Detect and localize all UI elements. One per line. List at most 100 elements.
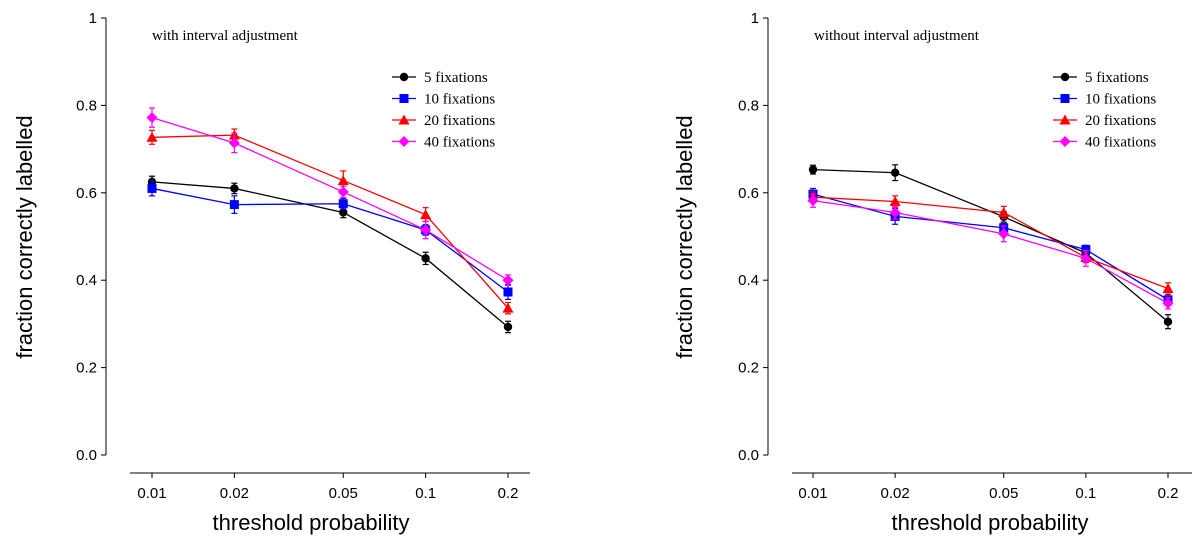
series-line xyxy=(812,168,1169,323)
legend-entry-20-fixations: 20 fixations xyxy=(1053,113,1156,129)
legend-entry-40-fixations: 40 fixations xyxy=(1053,135,1156,151)
y-axis-label: fraction correctly labelled xyxy=(672,115,697,358)
legend-entry-10-fixations: 10 fixations xyxy=(392,92,495,108)
data-point xyxy=(890,168,900,177)
series-10-fixations xyxy=(147,180,513,301)
data-point xyxy=(1162,283,1174,294)
x-axis-label: threshold probability xyxy=(213,510,410,535)
y-tick-label: 0.0 xyxy=(76,447,97,464)
panel-annotation: with interval adjustment xyxy=(152,28,299,44)
series-40-fixations xyxy=(146,107,514,287)
x-axis-label: threshold probability xyxy=(892,510,1089,535)
panel-without-interval-adjustment: without interval adjustment threshold pr… xyxy=(672,10,1192,535)
data-point xyxy=(889,206,901,218)
data-point xyxy=(808,165,818,174)
x-tick-label: 0.02 xyxy=(220,485,249,502)
data-point xyxy=(1163,317,1173,326)
legend-entry-20-fixations: 20 fixations xyxy=(392,113,495,129)
legend: 5 fixations 10 fixations 20 fixations 40 fi… xyxy=(392,70,495,151)
y-tick-label: 0.4 xyxy=(738,272,759,289)
legend-entry-10-fixations: 10 fixations xyxy=(1053,92,1156,108)
data-point xyxy=(502,274,514,286)
series-10-fixations xyxy=(808,187,1173,306)
x-ticks: 0.01 0.02 0.05 0.1 0.2 xyxy=(137,473,518,502)
x-tick-label: 0.02 xyxy=(881,485,910,502)
y-tick-label: 0.4 xyxy=(76,272,97,289)
x-tick-label: 0.05 xyxy=(329,485,358,502)
x-ticks: 0.01 0.02 0.05 0.1 0.2 xyxy=(798,473,1178,502)
data-point xyxy=(998,206,1010,217)
legend-entry-5-fixations: 5 fixations xyxy=(392,70,488,86)
legend-entry-40-fixations: 40 fixations xyxy=(392,135,495,151)
y-tick-label: 0.8 xyxy=(76,97,97,114)
y-tick-label: 0.2 xyxy=(76,360,97,377)
data-point xyxy=(503,322,513,332)
y-tick-label: 1 xyxy=(89,10,97,27)
y-tick-label: 1 xyxy=(751,10,759,27)
legend-marker xyxy=(399,94,409,103)
legend-marker xyxy=(398,136,410,147)
panel-with-interval-adjustment: with interval adjustment threshold proba… xyxy=(12,10,530,535)
y-tick-label: 0.2 xyxy=(738,360,759,377)
data-point xyxy=(421,254,430,263)
legend-entry-5-fixations: 5 fixations xyxy=(1053,70,1149,86)
x-tick-label: 0.2 xyxy=(1158,485,1179,502)
data-point xyxy=(807,195,819,207)
data-point xyxy=(420,224,432,236)
legend-label: 10 fixations xyxy=(1085,92,1156,108)
data-point xyxy=(339,208,348,217)
x-tick-label: 0.1 xyxy=(415,485,436,502)
legend-marker xyxy=(1060,94,1070,103)
y-axis-label: fraction correctly labelled xyxy=(12,115,37,358)
legend-label: 20 fixations xyxy=(1085,113,1156,129)
x-tick-label: 0.01 xyxy=(137,485,166,502)
y-tick-label: 0.8 xyxy=(738,97,759,114)
data-point xyxy=(998,228,1010,240)
data-point xyxy=(147,183,157,193)
legend-label: 5 fixations xyxy=(424,70,488,86)
series-40-fixations xyxy=(807,193,1174,310)
legend-marker xyxy=(1059,114,1071,125)
series-5-fixations xyxy=(808,164,1173,330)
series-line xyxy=(151,187,509,293)
y-ticks: 0.0 0.2 0.4 0.6 0.8 1 xyxy=(738,10,768,464)
y-ticks: 0.0 0.2 0.4 0.6 0.8 1 xyxy=(76,10,106,464)
data-point xyxy=(230,184,239,193)
y-tick-label: 0.6 xyxy=(76,185,97,202)
data-point xyxy=(420,209,432,220)
legend-marker xyxy=(1059,136,1071,147)
x-tick-label: 0.1 xyxy=(1075,485,1096,502)
legend-label: 5 fixations xyxy=(1085,70,1149,86)
data-point xyxy=(1080,252,1092,264)
x-tick-label: 0.05 xyxy=(989,485,1018,502)
x-tick-label: 0.2 xyxy=(498,485,519,502)
data-point xyxy=(338,199,348,209)
data-point xyxy=(146,112,158,124)
legend: 5 fixations 10 fixations 20 fixations 40 fi… xyxy=(1053,70,1156,151)
x-tick-label: 0.01 xyxy=(798,485,827,502)
series-line xyxy=(812,193,1169,301)
legend-label: 20 fixations xyxy=(424,113,495,129)
data-point xyxy=(337,186,349,198)
legend-marker xyxy=(398,114,410,125)
data-point xyxy=(503,287,513,297)
y-tick-label: 0.6 xyxy=(738,185,759,202)
series-line xyxy=(812,200,1169,304)
y-tick-label: 0.0 xyxy=(738,447,759,464)
data-point xyxy=(889,196,901,207)
panel-annotation: without interval adjustment xyxy=(814,28,980,44)
data-point xyxy=(1162,297,1174,309)
data-point xyxy=(337,175,349,186)
legend-label: 10 fixations xyxy=(424,92,495,108)
data-point xyxy=(1081,245,1091,255)
legend-label: 40 fixations xyxy=(1085,135,1156,151)
legend-label: 40 fixations xyxy=(424,135,495,151)
plot-area xyxy=(146,107,514,334)
data-point xyxy=(502,302,514,313)
data-point xyxy=(228,137,240,149)
legend-marker xyxy=(1060,72,1070,82)
data-point xyxy=(229,200,239,210)
legend-marker xyxy=(399,72,409,82)
data-point xyxy=(146,131,158,142)
